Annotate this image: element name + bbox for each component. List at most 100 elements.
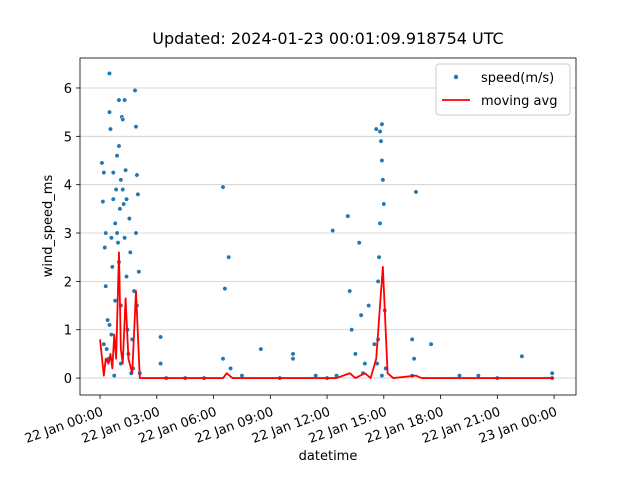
scatter-point xyxy=(375,278,381,284)
scatter-point xyxy=(123,167,129,173)
scatter-point xyxy=(117,206,123,212)
scatter-point xyxy=(356,240,362,246)
scatter-point xyxy=(124,274,129,279)
scatter-point xyxy=(376,254,382,260)
legend-label: speed(m/s) xyxy=(481,71,554,86)
legend: speed(m/s) moving avg xyxy=(435,63,571,116)
scatter-point xyxy=(116,143,122,149)
scatter-point xyxy=(379,373,385,379)
y-tick-label: 1 xyxy=(64,324,72,339)
scatter-point xyxy=(120,187,126,192)
scatter-point xyxy=(120,116,126,122)
y-axis-label: wind_speed_ms xyxy=(41,175,56,278)
scatter-point xyxy=(136,269,142,275)
scatter-point xyxy=(381,201,387,207)
scatter-point xyxy=(377,220,383,226)
scatter-point xyxy=(133,124,139,130)
scatter-point xyxy=(377,129,383,134)
scatter-point xyxy=(107,322,112,328)
scatter-point xyxy=(133,230,139,236)
scatter-point xyxy=(352,351,358,357)
scatter-point xyxy=(220,184,226,190)
scatter-point xyxy=(347,288,353,294)
axes-frame xyxy=(79,57,577,396)
scatter-point xyxy=(115,240,121,246)
scatter-point xyxy=(258,346,264,352)
scatter-point xyxy=(380,177,386,183)
scatter-point xyxy=(108,126,113,132)
scatter-point xyxy=(108,235,114,241)
scatter-point xyxy=(100,199,106,205)
scatter-point xyxy=(122,97,128,103)
scatter-point xyxy=(373,126,379,132)
legend-marker xyxy=(453,74,459,80)
scatter-point xyxy=(345,213,351,219)
scatter-point xyxy=(113,187,119,192)
scatter-point xyxy=(519,353,525,359)
scatter-point xyxy=(101,341,107,347)
scatter-point xyxy=(132,87,138,93)
scatter-point xyxy=(413,189,419,195)
y-tick-label: 3 xyxy=(64,227,72,242)
scatter-point xyxy=(134,172,140,178)
y-tick-label: 4 xyxy=(64,179,72,194)
scatter-point xyxy=(428,341,434,347)
scatter-point xyxy=(330,228,336,234)
scatter-point xyxy=(158,334,164,340)
scatter-point xyxy=(411,356,417,362)
scatter-point xyxy=(116,97,122,103)
scatter-point xyxy=(124,196,129,202)
scatter-point xyxy=(107,109,112,115)
scatter-point xyxy=(110,196,116,202)
scatter-point xyxy=(103,230,109,236)
scatter-point xyxy=(114,230,120,236)
scatter-point xyxy=(226,254,232,260)
scatter-point xyxy=(358,312,364,318)
scatter-point xyxy=(222,286,228,292)
y-tick-label: 6 xyxy=(64,82,72,97)
scatter-point xyxy=(371,341,377,347)
scatter-point xyxy=(362,361,368,367)
scatter-point xyxy=(378,138,384,144)
scatter-point xyxy=(366,303,372,309)
scatter-point xyxy=(114,153,120,159)
legend-box xyxy=(435,63,571,116)
scatter-point xyxy=(290,356,296,362)
scatter-point xyxy=(110,170,116,176)
scatter-point xyxy=(108,332,114,338)
scatter-point xyxy=(126,216,132,221)
scatter-point xyxy=(111,373,117,379)
scatter-point xyxy=(121,201,127,207)
scatter-point xyxy=(379,121,385,127)
scatter-point xyxy=(220,356,226,362)
scatter-point xyxy=(135,191,141,197)
scatter-point xyxy=(290,351,296,357)
scatter-point xyxy=(112,298,118,304)
chart-title: Updated: 2024-01-23 00:01:09.918754 UTC xyxy=(152,29,503,48)
line xyxy=(99,251,555,379)
scatter-point xyxy=(118,177,124,183)
scatter-point xyxy=(158,361,164,367)
y-tick-label: 5 xyxy=(64,130,72,145)
scatter-point xyxy=(103,283,109,289)
scatter-point xyxy=(549,370,555,376)
scatter-point xyxy=(107,71,112,76)
scatter-point xyxy=(112,220,118,226)
y-tick-label: 2 xyxy=(64,275,72,290)
scatter-point xyxy=(379,158,385,163)
scatter-point xyxy=(109,264,115,270)
scatter-point xyxy=(127,249,133,255)
legend-label: moving avg xyxy=(481,94,557,109)
scatter-point xyxy=(105,317,111,323)
scatter-point xyxy=(349,327,355,333)
y-tick-label: 0 xyxy=(64,372,72,387)
scatter-point xyxy=(99,160,105,166)
scatter-point xyxy=(101,170,107,176)
scatter-point xyxy=(104,346,110,352)
scatter-point xyxy=(122,235,128,241)
scatter-point xyxy=(228,365,234,371)
x-axis-label: datetime xyxy=(299,449,358,464)
scatter-point xyxy=(102,245,108,250)
scatter-point xyxy=(409,336,415,342)
